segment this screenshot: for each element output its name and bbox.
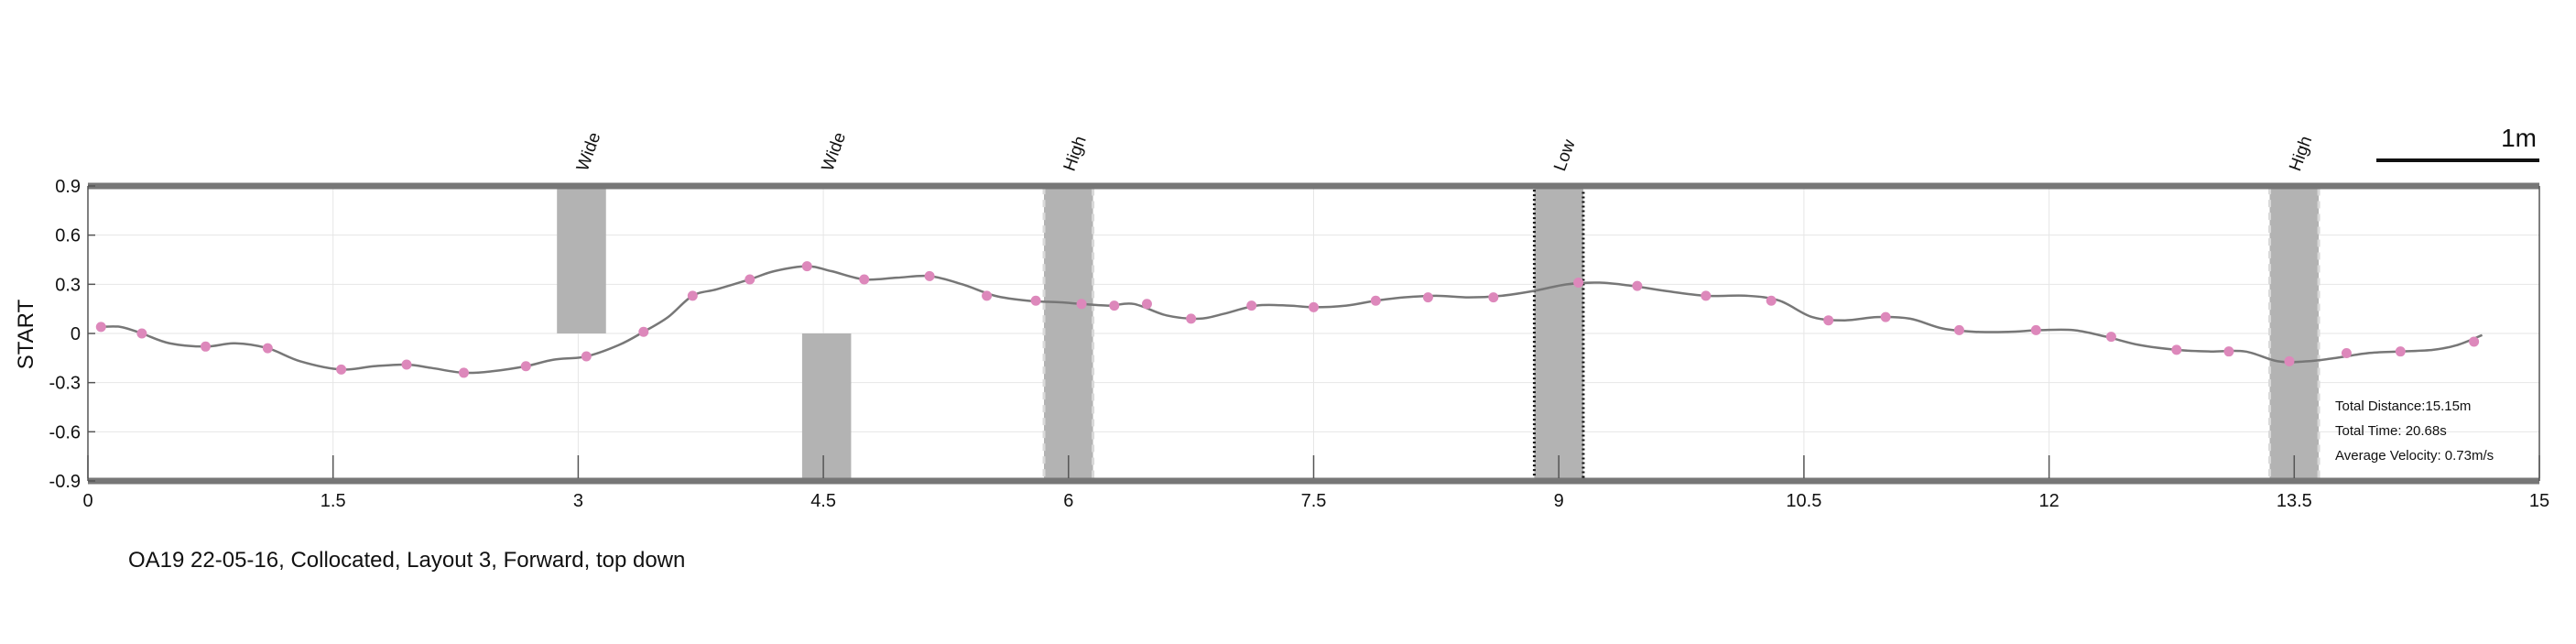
trajectory-marker — [2030, 324, 2041, 335]
trajectory-marker — [1422, 292, 1433, 303]
trajectory-marker — [745, 274, 755, 285]
trajectory-marker — [2223, 346, 2234, 357]
trajectory-marker — [1880, 311, 1891, 322]
x-tick-label: 3 — [573, 491, 583, 511]
trajectory-marker — [1030, 295, 1041, 306]
trajectory-marker — [638, 326, 649, 337]
trajectory-marker — [924, 270, 935, 281]
y-tick-label: -0.9 — [49, 472, 81, 492]
trajectory-marker — [687, 290, 698, 301]
y-tick-label: 0 — [71, 324, 81, 344]
x-tick-label: 1.5 — [321, 491, 346, 511]
y-tick-label: -0.3 — [49, 374, 81, 394]
obstacle-label-0: Wide — [573, 130, 605, 174]
obstacles: Wide Wide High Low High — [557, 130, 2321, 483]
trajectory-marker — [2395, 346, 2406, 357]
x-tick-label: 13.5 — [2277, 491, 2312, 511]
trajectory-marker — [2171, 344, 2182, 355]
obstacle-label-1: Wide — [819, 130, 851, 174]
y-axis-label: START — [14, 299, 38, 369]
trajectory-marker — [1186, 313, 1197, 324]
trajectory-marker — [401, 359, 412, 370]
trajectory-marker — [2105, 332, 2116, 343]
trajectory-marker — [1370, 295, 1381, 306]
trajectory-marker — [1246, 300, 1257, 311]
obstacle-4 — [2268, 184, 2321, 483]
obstacle-2 — [1042, 184, 1095, 483]
trajectory-marker — [458, 367, 469, 378]
trajectory-marker — [1701, 290, 1712, 301]
trajectory-marker — [95, 322, 106, 333]
x-tick-label: 10.5 — [1786, 491, 1821, 511]
obstacle-label-3: Low — [1550, 137, 1580, 174]
y-tick-label: 0.6 — [55, 226, 81, 246]
trajectory-marker — [2284, 355, 2295, 366]
trajectory-marker — [200, 341, 211, 352]
trajectory-marker — [982, 290, 993, 301]
trajectory-marker — [801, 261, 812, 272]
y-tick-label: 0.9 — [55, 177, 81, 197]
trajectory-markers — [95, 261, 2480, 378]
trajectory-marker — [581, 351, 592, 362]
y-tick-label: 0.3 — [55, 275, 81, 295]
x-tick-label: 7.5 — [1301, 491, 1327, 511]
trajectory-line — [101, 265, 2484, 375]
trajectory — [101, 265, 2484, 375]
figure-caption: OA19 22-05-16, Collocated, Layout 3, For… — [128, 548, 686, 573]
trajectory-marker — [136, 328, 147, 339]
x-tick-label: 0 — [82, 491, 92, 511]
x-tick-label: 4.5 — [810, 491, 836, 511]
obstacle-label-2: High — [1060, 134, 1091, 174]
trajectory-marker — [1573, 278, 1584, 289]
x-tick-label: 9 — [1554, 491, 1564, 511]
trajectory-marker — [2341, 347, 2352, 358]
trajectory-marker — [1309, 301, 1319, 312]
trajectory-marker — [1766, 295, 1777, 306]
obstacle-0 — [557, 186, 606, 333]
obstacle-3 — [1532, 184, 1585, 483]
average-velocity: Average Velocity: 0.73m/s — [2335, 448, 2494, 464]
trajectory-marker — [1953, 324, 1964, 335]
trajectory-marker — [1488, 292, 1499, 303]
x-tick-label: 15 — [2529, 491, 2549, 511]
grid — [87, 185, 2540, 482]
trajectory-marker — [1632, 280, 1643, 291]
x-tick-label: 12 — [2038, 491, 2059, 511]
axis-ticks: 0 1.5 3 4.5 6 7.5 9 10.5 12 13.5 15 0.9 0.6 0.3 0 -0.3 -… — [49, 177, 2550, 511]
y-tick-label: -0.6 — [49, 422, 81, 442]
total-distance: Total Distance:15.15m — [2335, 398, 2471, 414]
trajectory-marker — [859, 274, 870, 285]
trajectory-marker — [1823, 315, 1834, 326]
obstacle-1 — [801, 333, 852, 481]
trajectory-marker — [262, 343, 273, 354]
x-tick-label: 6 — [1063, 491, 1073, 511]
obstacle-label-4: High — [2286, 134, 2316, 174]
trajectory-marker — [2469, 336, 2480, 347]
total-time: Total Time: 20.68s — [2335, 423, 2447, 439]
trajectory-marker — [1076, 299, 1087, 310]
trajectory-marker — [520, 361, 531, 372]
trajectory-marker — [1141, 299, 1152, 310]
scale-bar-label: 1m — [2501, 124, 2537, 152]
trajectory-marker — [1109, 300, 1120, 311]
trajectory-marker — [336, 364, 347, 375]
